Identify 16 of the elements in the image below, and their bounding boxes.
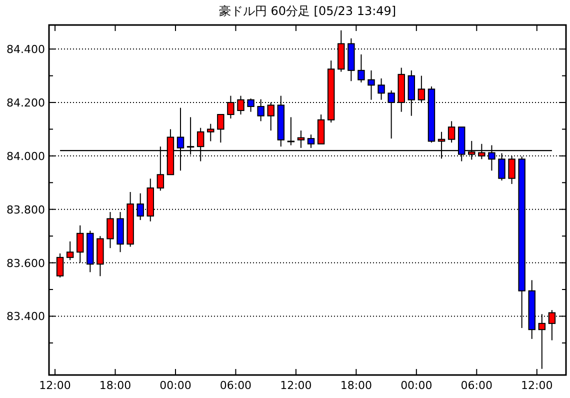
y-tick-label: 83.600 <box>6 256 45 270</box>
x-tick-label: 06:00 <box>460 379 493 392</box>
y-tick-label: 84.400 <box>6 43 45 56</box>
y-tick-label: 83.800 <box>6 203 45 216</box>
chart-title: 豪ドル円 60分足 [05/23 13:49] <box>218 4 396 18</box>
x-tick-label: 18:00 <box>340 379 372 392</box>
x-tick-label: 12:00 <box>280 379 312 392</box>
y-tick-label: 83.400 <box>6 310 45 324</box>
x-tick-label: 00:00 <box>160 379 192 392</box>
x-tick-label: 00:00 <box>400 379 432 392</box>
y-tick-label: 84.200 <box>6 96 45 110</box>
y-tick-label: 84.000 <box>6 150 45 163</box>
x-tick-label: 18:00 <box>99 379 132 392</box>
x-tick-label: 12:00 <box>521 379 553 392</box>
x-tick-label: 06:00 <box>220 379 252 392</box>
x-tick-label: 12:00 <box>39 379 71 392</box>
